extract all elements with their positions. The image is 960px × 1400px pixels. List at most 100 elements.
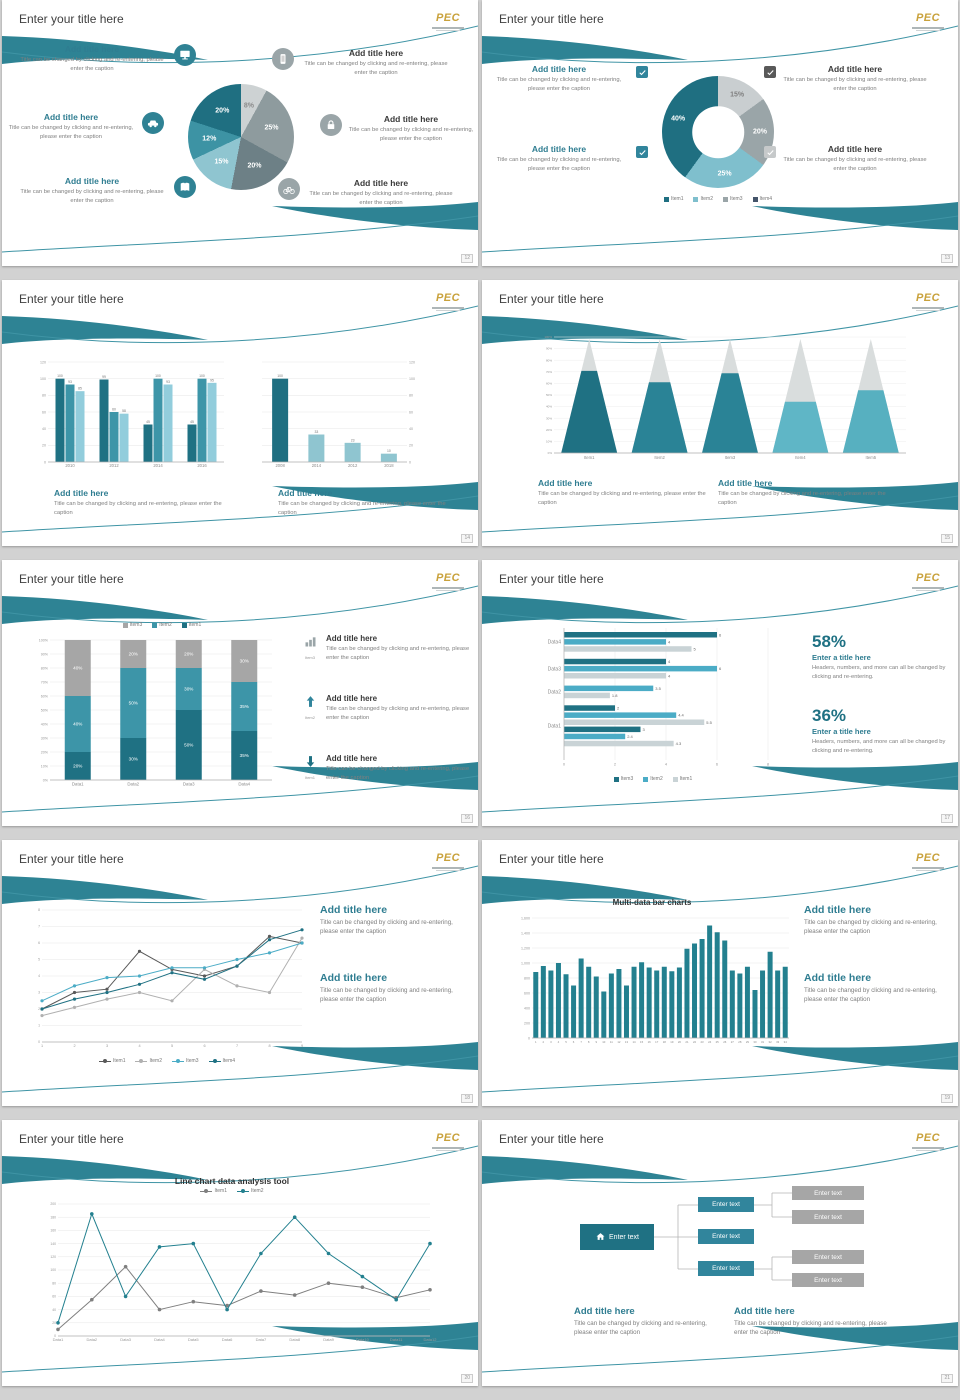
- hbar-chart: 0 2 4 6 8 Data4 6 4 5 Data3 4 6 4 Data2 3.5 1.8 Data1 2 4.…: [538, 624, 784, 774]
- callout-check-1: Add title here Title can be changed by cl…: [488, 64, 654, 93]
- row-tag: Item3: [304, 655, 315, 660]
- svg-text:Data3: Data3: [548, 666, 562, 672]
- block-caption: Title can be changed by clicking and re-…: [574, 1320, 707, 1337]
- svg-text:Item4: Item4: [795, 455, 806, 460]
- line-legend: Item1 Item2: [132, 1188, 332, 1194]
- svg-text:60: 60: [112, 408, 116, 412]
- flow-label: Enter text: [814, 1276, 842, 1284]
- svg-text:80: 80: [409, 394, 413, 398]
- caption-block: Add title here Title can be changed by c…: [54, 488, 226, 517]
- checkbox-icon: [636, 66, 648, 78]
- slide-5-stacked-bar[interactable]: Enter your title here PEC Item3 Item2 Item…: [2, 560, 478, 826]
- slide-8-multi-bar[interactable]: Enter your title here PEC Multi-data bar…: [482, 840, 958, 1106]
- svg-text:0: 0: [54, 1334, 56, 1338]
- svg-text:80%: 80%: [41, 666, 49, 670]
- slide-1-pie-infographic[interactable]: Enter your title here PEC 8% 25% 20% 15% 12%…: [2, 0, 478, 266]
- svg-text:6: 6: [719, 666, 722, 671]
- pec-logo: PEC: [432, 848, 464, 871]
- logo-text: PEC: [915, 1132, 941, 1144]
- callout-caption: Title can be changed by clicking and re-…: [496, 77, 622, 92]
- svg-text:Item3: Item3: [725, 455, 736, 460]
- svg-text:19: 19: [670, 1040, 674, 1044]
- svg-text:4: 4: [138, 1044, 140, 1048]
- svg-text:Data6: Data6: [222, 1337, 233, 1342]
- svg-text:3: 3: [38, 991, 40, 995]
- svg-text:95: 95: [210, 378, 214, 382]
- svg-text:Data8: Data8: [289, 1337, 300, 1342]
- svg-text:Data3: Data3: [120, 1337, 131, 1342]
- svg-text:100: 100: [199, 374, 205, 378]
- svg-text:120: 120: [409, 360, 415, 364]
- svg-text:100: 100: [40, 377, 46, 381]
- slide-2-donut-infographic[interactable]: Enter your title here PEC 15% 20% 25% 40% I…: [482, 0, 958, 266]
- svg-text:4.4: 4.4: [678, 713, 684, 718]
- svg-text:12: 12: [617, 1040, 621, 1044]
- svg-text:0: 0: [563, 762, 566, 767]
- block-title: Add title here: [804, 904, 872, 916]
- svg-text:2012: 2012: [109, 463, 119, 468]
- svg-text:20: 20: [52, 1321, 56, 1325]
- callout-caption: Title can be changed by clicking and re-…: [309, 191, 453, 206]
- slide-4-pyramid-chart[interactable]: Enter your title here PEC 0% 10% 20% 30% 40%…: [482, 280, 958, 546]
- svg-text:140: 140: [50, 1242, 56, 1246]
- svg-text:6: 6: [203, 1044, 205, 1048]
- callout-monitor: Add title here Title can be changed by cl…: [16, 44, 214, 73]
- svg-text:22: 22: [693, 1040, 697, 1044]
- page-number: 14: [461, 534, 473, 543]
- pie-chart: 8% 25% 20% 15% 12% 20%: [188, 84, 294, 190]
- svg-text:58: 58: [122, 409, 126, 413]
- caption-block: Add title here Title can be changed by c…: [278, 488, 450, 517]
- stat-value: 36%: [812, 706, 847, 725]
- slide-title: Enter your title here: [19, 1132, 124, 1146]
- slide-6-horizontal-bar[interactable]: Enter your title here PEC 0 2 4 6 8 Data4 6 4 5 D…: [482, 560, 958, 826]
- flow-label: Enter text: [609, 1233, 639, 1241]
- svg-text:3.5: 3.5: [655, 686, 661, 691]
- block-title: Add title here: [718, 478, 773, 488]
- svg-text:45: 45: [146, 420, 150, 424]
- flow-end-box: Enter text: [792, 1186, 864, 1200]
- svg-text:27: 27: [731, 1040, 735, 1044]
- callout-title: Add title here: [827, 144, 883, 154]
- svg-text:200: 200: [50, 1202, 56, 1206]
- svg-text:2016: 2016: [197, 463, 207, 468]
- svg-text:10%: 10%: [546, 440, 552, 444]
- slide-title: Enter your title here: [19, 12, 124, 26]
- svg-text:90%: 90%: [546, 347, 552, 351]
- svg-text:30: 30: [753, 1040, 757, 1044]
- stat-value: 58%: [812, 632, 847, 651]
- svg-text:30%: 30%: [184, 687, 193, 692]
- line-chart: 0 20 40 60 80 100 120 140 160 180 200 Data1 Data2 Dat…: [38, 1200, 440, 1348]
- svg-text:20%: 20%: [129, 652, 138, 657]
- svg-text:20%: 20%: [546, 428, 552, 432]
- stat-title: Enter a title here: [812, 727, 871, 736]
- donut-chart: 15% 20% 25% 40%: [662, 76, 774, 188]
- svg-text:2012: 2012: [348, 463, 358, 468]
- svg-text:Item1: Item1: [584, 455, 595, 460]
- svg-text:11: 11: [610, 1040, 613, 1044]
- callout-caption: Title can be changed by clicking and re-…: [348, 127, 474, 142]
- svg-text:100: 100: [57, 374, 63, 378]
- bicycle-icon: [278, 178, 300, 200]
- svg-text:40: 40: [52, 1308, 56, 1312]
- svg-text:1: 1: [535, 1040, 537, 1044]
- svg-text:8: 8: [588, 1040, 590, 1044]
- svg-text:32: 32: [769, 1040, 773, 1044]
- svg-text:2014: 2014: [153, 463, 163, 468]
- page-number: 12: [461, 254, 473, 263]
- svg-text:600: 600: [524, 991, 530, 995]
- svg-text:Data7: Data7: [256, 1337, 267, 1342]
- slide-3-dual-bar-charts[interactable]: Enter your title here PEC 0 20 40 60 80 100 12…: [2, 280, 478, 546]
- svg-text:40%: 40%: [41, 722, 49, 726]
- svg-text:20%: 20%: [41, 750, 49, 754]
- row-title: Add title here: [326, 694, 378, 703]
- page-number: 17: [941, 814, 953, 823]
- svg-text:1: 1: [41, 1044, 43, 1048]
- svg-text:8: 8: [767, 762, 770, 767]
- slide-9-line-analysis[interactable]: Enter your title here PEC Line chart dat…: [2, 1120, 478, 1386]
- slide-10-flowchart[interactable]: Enter your title here PEC Enter text Ent…: [482, 1120, 958, 1386]
- callout-title: Add title here: [353, 178, 409, 188]
- stat-title: Enter a title here: [812, 653, 871, 662]
- svg-text:26: 26: [723, 1040, 727, 1044]
- logo-text: PEC: [435, 292, 461, 304]
